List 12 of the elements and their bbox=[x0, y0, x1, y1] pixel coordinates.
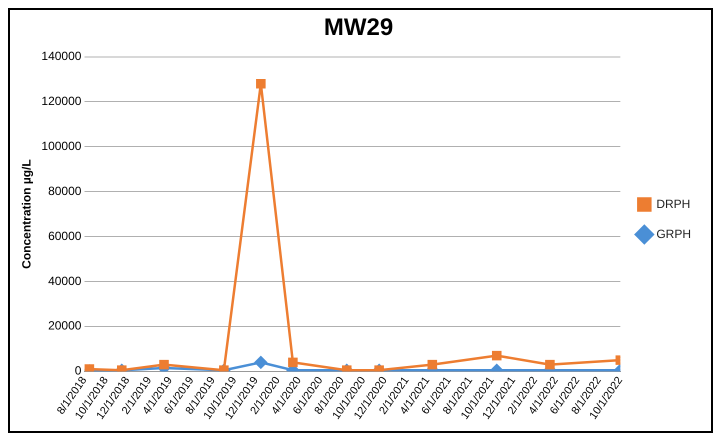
legend-label: DRPH bbox=[656, 196, 690, 211]
legend-label: GRPH bbox=[656, 226, 691, 241]
chart-title: MW29 bbox=[324, 14, 394, 42]
y-tick-label: 0 bbox=[74, 364, 82, 378]
y-tick-label: 20000 bbox=[48, 318, 82, 333]
y-tick-label: 60000 bbox=[48, 228, 82, 243]
y-tick-label: 140000 bbox=[41, 49, 82, 64]
y-tick-label: 100000 bbox=[41, 138, 82, 153]
y-tick-label: 120000 bbox=[41, 94, 82, 108]
y-tick-label: 40000 bbox=[48, 274, 82, 288]
y-axis-title: Concentration µg/L bbox=[20, 159, 34, 269]
y-tick-label: 80000 bbox=[48, 184, 82, 198]
